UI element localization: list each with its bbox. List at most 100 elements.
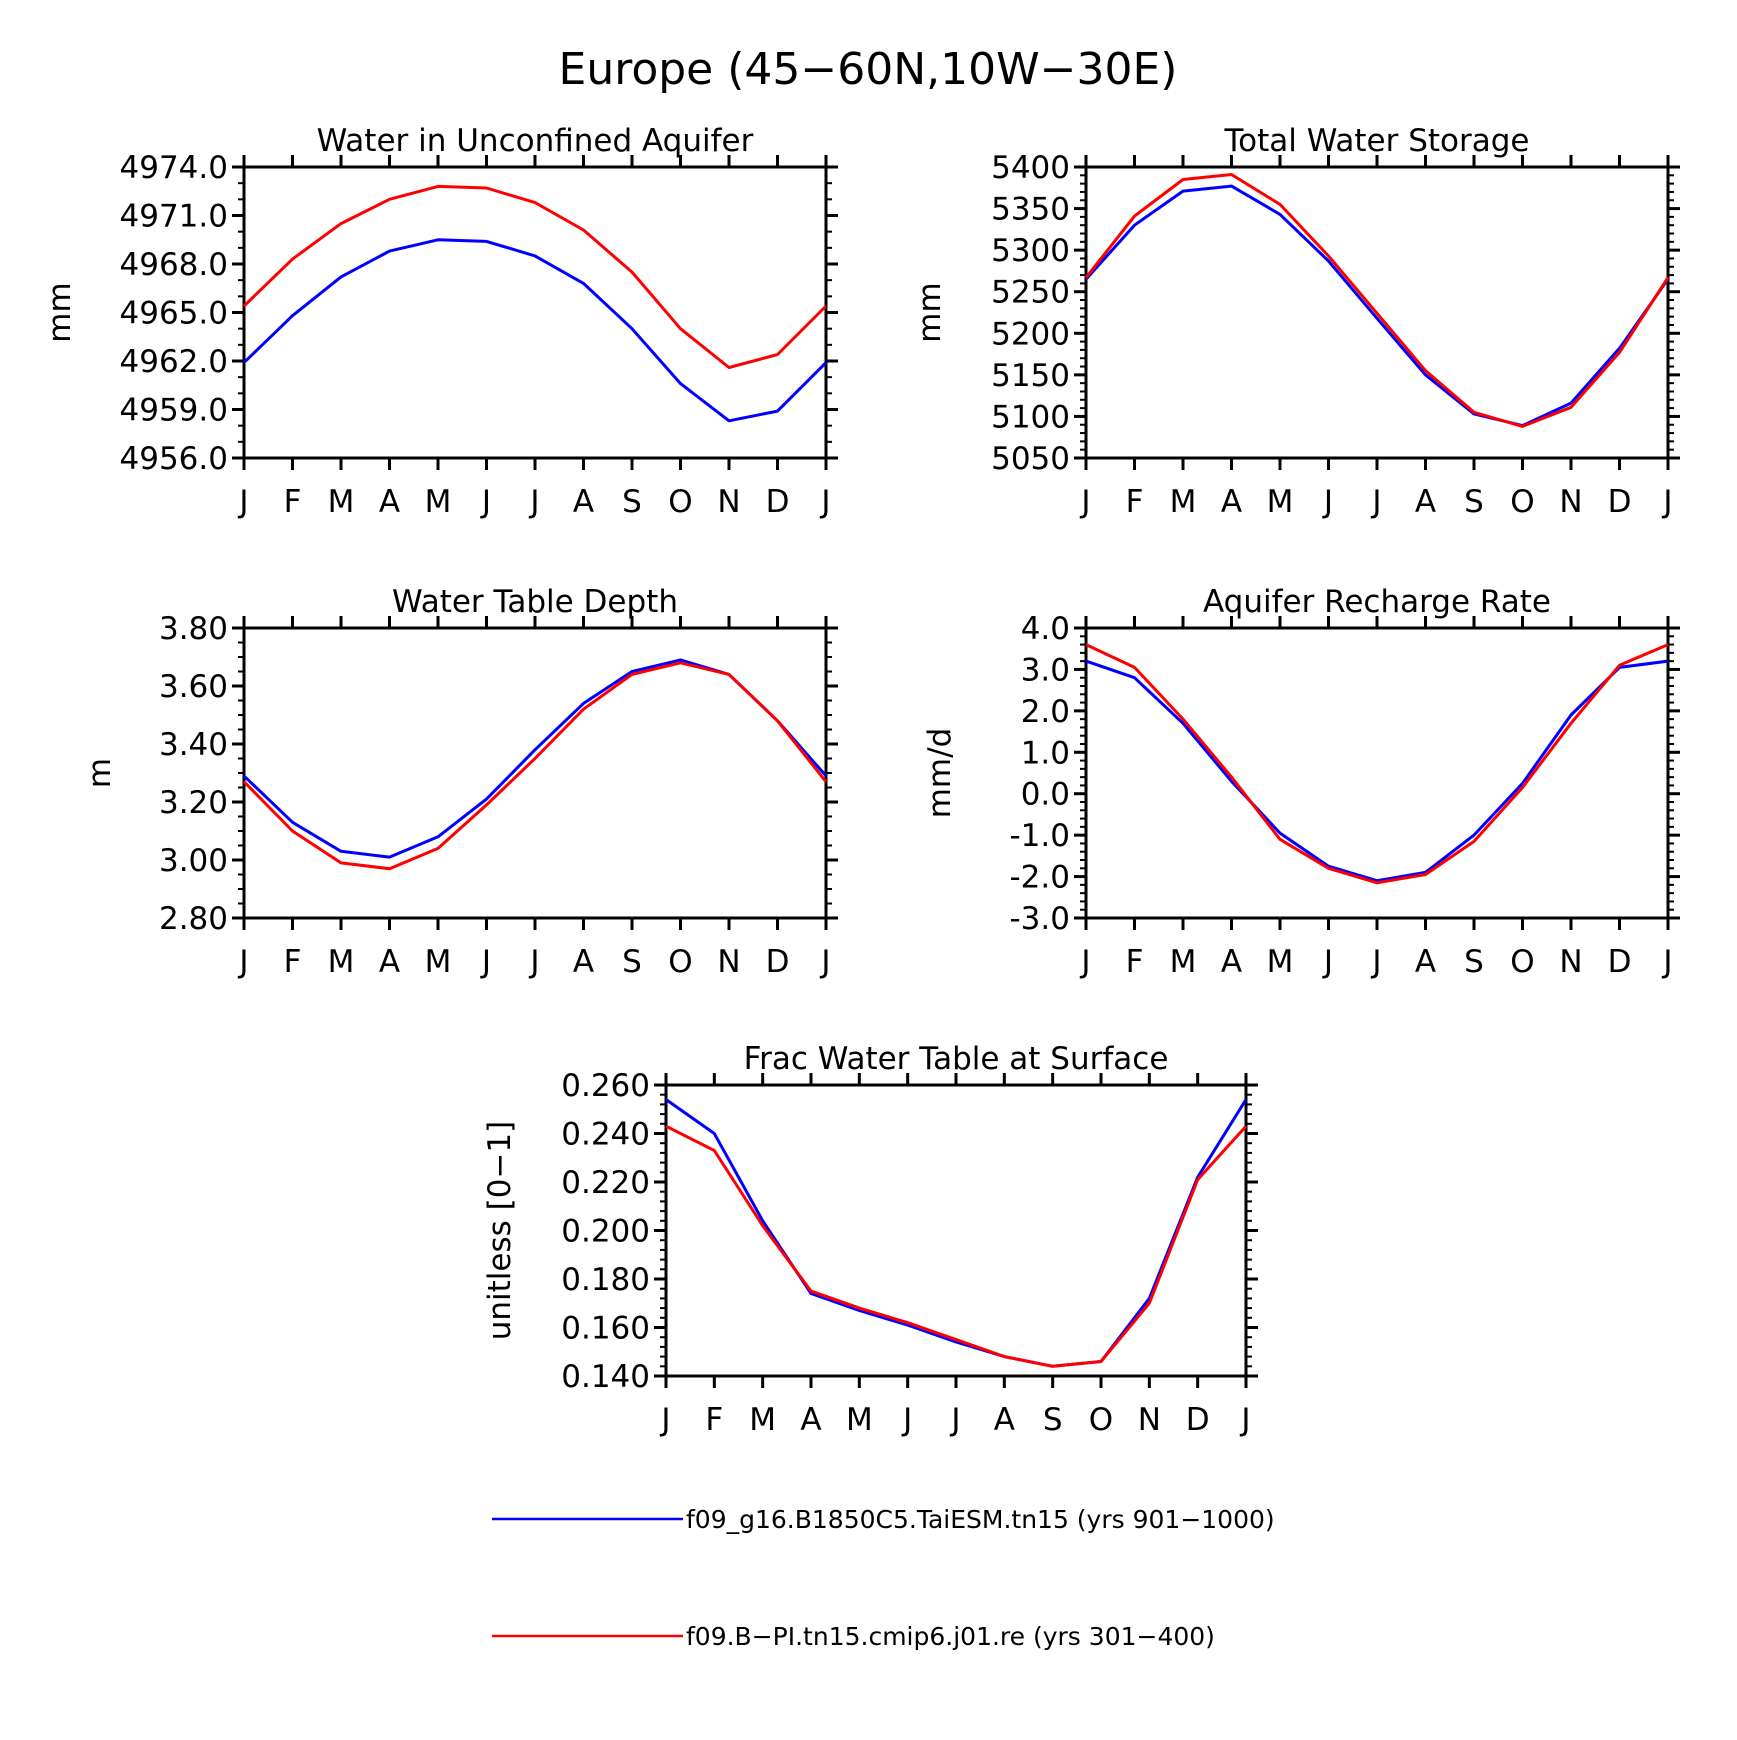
x-tick-label: J	[480, 944, 491, 980]
y-tick-label: 3.0	[1021, 652, 1070, 688]
x-tick-label: D	[1608, 484, 1632, 520]
x-tick-label: N	[717, 944, 740, 980]
x-tick-label: F	[284, 944, 302, 980]
x-tick-label: O	[668, 944, 692, 980]
x-tick-label: O	[668, 484, 692, 520]
series-line	[242, 238, 828, 423]
x-tick-label: J	[901, 1402, 912, 1438]
y-tick-label: 0.260	[561, 1068, 650, 1104]
y-tick-label: 5250	[991, 275, 1070, 311]
x-tick-label: J	[659, 1402, 670, 1438]
series-line	[665, 1124, 1248, 1368]
x-tick-label: M	[425, 484, 452, 520]
x-tick-label: A	[1221, 484, 1242, 520]
y-tick-label: 4962.0	[120, 344, 228, 380]
chart-title: Water in Unconfined Aquifer	[317, 123, 754, 159]
y-tick-label: 3.60	[159, 669, 228, 705]
x-tick-label: D	[1608, 944, 1632, 980]
chart-title: Water Table Depth	[392, 584, 678, 620]
y-tick-label: 0.220	[561, 1165, 650, 1201]
x-tick-label: S	[1464, 484, 1484, 520]
y-tick-label: 2.0	[1021, 694, 1070, 730]
y-tick-label: 5050	[991, 441, 1070, 477]
series-line	[1085, 659, 1669, 883]
y-tick-label: 5350	[991, 192, 1070, 228]
x-tick-label: J	[480, 484, 491, 520]
series-line	[1085, 643, 1669, 885]
x-tick-label: D	[1186, 1402, 1210, 1438]
x-tick-label: D	[766, 484, 790, 520]
x-tick-label: A	[1221, 944, 1242, 980]
chart-title: Total Water Storage	[1223, 123, 1529, 159]
y-tick-label: 4.0	[1021, 611, 1070, 647]
y-tick-label: 2.80	[159, 901, 228, 937]
y-tick-label: 3.40	[159, 727, 228, 763]
y-axis-label: mm/d	[922, 728, 958, 819]
x-tick-label: J	[1661, 484, 1672, 520]
y-tick-label: 0.200	[561, 1214, 650, 1250]
x-tick-label: J	[528, 484, 539, 520]
y-tick-label: 1.0	[1021, 735, 1070, 771]
plot-frame	[664, 1083, 1248, 1378]
y-tick-label: -3.0	[1010, 901, 1071, 937]
y-tick-label: 3.20	[159, 785, 228, 821]
x-tick-label: J	[237, 944, 248, 980]
x-tick-label: J	[1370, 944, 1381, 980]
chart-title: Aquifer Recharge Rate	[1203, 584, 1551, 620]
x-tick-label: M	[846, 1402, 873, 1438]
series-line	[1084, 184, 1670, 428]
chart-title: Frac Water Table at Surface	[744, 1041, 1169, 1077]
legend-label: f09_g16.B1850C5.TaiESM.tn15 (yrs 901−100…	[686, 1505, 1275, 1534]
x-tick-label: M	[1170, 944, 1197, 980]
y-tick-label: 3.00	[159, 843, 228, 879]
figure-title: Europe (45−60N,10W−30E)	[559, 44, 1178, 95]
y-axis-label: mm	[42, 282, 78, 342]
series-line	[242, 661, 828, 871]
y-tick-label: 5200	[991, 316, 1070, 352]
y-tick-label: 4974.0	[120, 150, 228, 186]
x-tick-label: J	[237, 484, 248, 520]
x-tick-label: A	[800, 1402, 821, 1438]
x-tick-label: M	[1170, 484, 1197, 520]
x-tick-label: J	[1661, 944, 1672, 980]
x-tick-label: A	[1415, 944, 1436, 980]
x-tick-label: J	[1322, 944, 1333, 980]
y-axis-label: mm	[912, 282, 948, 342]
x-tick-label: S	[622, 944, 642, 980]
x-tick-label: N	[1559, 484, 1582, 520]
x-tick-label: M	[749, 1402, 776, 1438]
legend: f09_g16.B1850C5.TaiESM.tn15 (yrs 901−100…	[492, 1505, 1275, 1651]
x-tick-label: F	[1126, 944, 1144, 980]
chart-panel: Frac Water Table at Surface unitless [0−1…	[482, 1041, 1258, 1438]
x-tick-label: J	[528, 944, 539, 980]
y-tick-label: 0.160	[561, 1311, 650, 1347]
y-tick-label: 0.180	[561, 1262, 650, 1298]
x-tick-label: J	[1079, 944, 1090, 980]
x-tick-label: N	[1559, 944, 1582, 980]
y-tick-label: 4959.0	[120, 393, 228, 429]
x-tick-label: A	[1415, 484, 1436, 520]
y-tick-label: -2.0	[1010, 860, 1071, 896]
x-tick-label: A	[573, 484, 594, 520]
y-tick-label: 0.0	[1021, 777, 1070, 813]
x-tick-label: S	[1043, 1402, 1063, 1438]
y-tick-label: -1.0	[1010, 818, 1071, 854]
x-tick-label: F	[1126, 484, 1144, 520]
x-tick-label: J	[1239, 1402, 1250, 1438]
plot-frame	[1084, 626, 1670, 920]
x-tick-label: N	[717, 484, 740, 520]
x-tick-label: A	[994, 1402, 1015, 1438]
y-tick-label: 4968.0	[120, 247, 228, 283]
x-tick-label: J	[1322, 484, 1333, 520]
plot-frame	[242, 626, 828, 920]
y-tick-label: 4956.0	[120, 441, 228, 477]
x-tick-label: D	[766, 944, 790, 980]
x-tick-label: S	[1464, 944, 1484, 980]
x-tick-label: O	[1510, 944, 1534, 980]
x-tick-label: A	[573, 944, 594, 980]
y-tick-label: 5150	[991, 358, 1070, 394]
